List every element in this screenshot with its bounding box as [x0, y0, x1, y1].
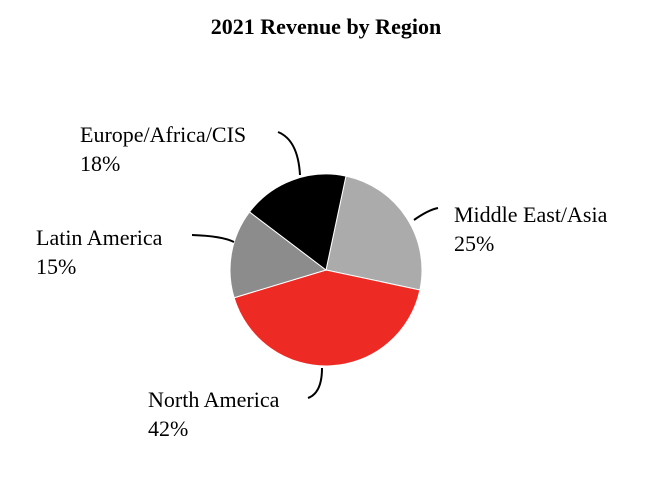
leader-line-middle-east-asia	[413, 207, 439, 221]
leader-line-latin-america	[191, 234, 235, 243]
slice-value-middle-east-asia: 25%	[454, 231, 494, 256]
slice-label-europe-africa-cis: Europe/Africa/CIS	[80, 122, 246, 147]
chart-title: 2021 Revenue by Region	[210, 14, 442, 39]
leader-lines-layer	[191, 131, 439, 399]
labels-layer: Middle East/Asia 25% North America 42% Latin…	[36, 122, 608, 441]
slice-label-latin-america: Latin America	[36, 225, 163, 250]
slice-value-latin-america: 15%	[36, 254, 76, 279]
pie-slice-europe-africa-cis	[248, 173, 347, 271]
pie-slice-latin-america	[229, 211, 328, 299]
slices-layer	[229, 173, 423, 367]
slice-label-north-america: North America	[148, 387, 280, 412]
slice-value-north-america: 42%	[148, 416, 188, 441]
pie-slice-middle-east-asia	[325, 175, 423, 291]
slice-label-middle-east-asia: Middle East/Asia	[454, 202, 608, 227]
pie-slice-north-america	[233, 269, 421, 367]
slice-value-europe-africa-cis: 18%	[80, 151, 120, 176]
leader-line-europe-africa-cis	[277, 131, 301, 176]
leader-line-north-america	[307, 367, 323, 399]
